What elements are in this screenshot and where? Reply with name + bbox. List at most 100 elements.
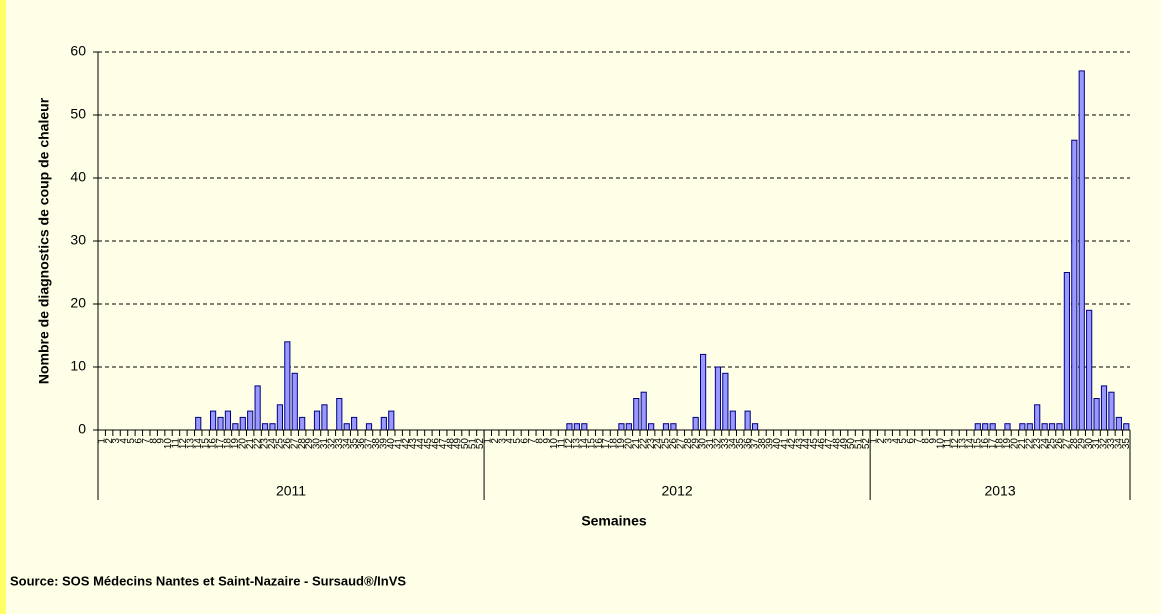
x-tick-label: 15 [200,438,211,450]
x-tick-label: 13 [958,438,969,450]
x-tick-label: 5 [126,438,137,444]
x-tick-label: 33 [1106,438,1117,450]
x-tick-label: 21 [631,438,642,450]
bar [744,410,751,431]
x-tick-label: 4 [119,438,130,444]
x-tick-label: 30 [698,438,709,450]
bar [1034,404,1041,431]
bar [1071,139,1078,431]
x-tick-label: 9 [928,438,939,444]
x-tick-label: 27 [1062,438,1073,450]
x-tick-label: 12 [950,438,961,450]
bar [729,410,736,431]
side-strip [0,0,6,614]
x-tick-label: 12 [178,438,189,450]
bar [1093,398,1100,431]
x-tick-label: 31 [319,438,330,450]
bar [618,423,625,431]
x-tick-label: 44 [416,438,427,450]
x-tick-label: 26 [1054,438,1065,450]
bar [1086,309,1093,431]
x-tick-label: 35 [735,438,746,450]
x-tick-label: 18 [609,438,620,450]
x-tick-label: 2 [876,438,887,444]
bar [261,423,269,431]
x-tick-label: 31 [705,438,716,450]
x-tick-label: 14 [579,438,590,450]
bar [1115,416,1122,431]
x-tick-label: 45 [423,438,434,450]
x-tick-label: 32 [1099,438,1110,450]
x-tick-label: 40 [772,438,783,450]
x-axis-label: Semaines [581,513,647,529]
x-tick-label: 7 [527,438,538,444]
x-tick-label: 8 [534,438,545,444]
x-tick-label: 26 [668,438,679,450]
x-tick-label: 33 [720,438,731,450]
x-tick-label: 19 [230,438,241,450]
x-tick-label: 20 [623,438,634,450]
x-tick-label: 19 [616,438,627,450]
x-tick-label: 50 [460,438,471,450]
x-tick-label: 1 [482,438,493,444]
bar [648,423,655,431]
source: Source: SOS Médecins Nantes et Saint-Naz… [10,573,406,588]
group-label: 2011 [276,483,306,499]
y-tick-label: 0 [78,421,86,437]
x-tick-label: 41 [393,438,404,450]
x-tick-label: 15 [972,438,983,450]
x-tick-label: 32 [327,438,338,450]
bar [232,423,239,431]
x-tick-label: 34 [727,438,738,450]
bar [1108,391,1115,431]
x-tick-label: 18 [223,438,234,450]
x-tick-label: 51 [854,438,865,450]
x-tick-label: 27 [675,438,686,450]
x-tick-label: 50 [846,438,857,450]
bar [581,423,588,431]
bar [195,416,202,431]
x-tick-label: 46 [817,438,828,450]
x-tick-label: 3 [497,438,508,444]
x-tick-label: 6 [906,438,917,444]
x-tick-label: 18 [995,438,1006,450]
x-tick-label: 28 [1069,438,1080,450]
y-tick-label: 40 [70,169,86,185]
x-tick-label: 21 [1017,438,1028,450]
group-label: 2012 [662,483,693,499]
bar [254,385,261,431]
bar [633,398,640,431]
x-tick-label: 9 [156,438,167,444]
x-tick-label: 7 [913,438,924,444]
bar [217,416,224,431]
y-tick-label: 30 [70,232,86,248]
bar [625,423,632,431]
x-tick-label: 37 [364,438,375,450]
x-tick-label: 19 [1002,438,1013,450]
x-tick-label: 25 [275,438,286,450]
x-tick-label: 33 [334,438,345,450]
bar [247,410,254,431]
x-tick-label: 52 [475,438,486,450]
x-tick-label: 11 [943,438,954,449]
x-tick-label: 25 [1047,438,1058,450]
x-tick-label: 8 [920,438,931,444]
y-tick-label: 60 [70,43,86,59]
x-tick-label: 29 [690,438,701,450]
bar [299,416,306,431]
y-tick-label: 10 [70,358,86,374]
x-tick-label: 49 [839,438,850,450]
bar [1056,423,1063,431]
x-tick-label: 27 [289,438,300,450]
x-tick-label: 10 [549,438,560,450]
bar [321,404,328,431]
x-tick-label: 30 [1084,438,1095,450]
x-tick-label: 17 [987,438,998,450]
x-tick-label: 23 [260,438,271,450]
x-tick-label: 40 [386,438,397,450]
bar [982,423,989,431]
bar [276,404,283,431]
x-tick-label: 42 [401,438,412,450]
bar [1019,423,1026,431]
